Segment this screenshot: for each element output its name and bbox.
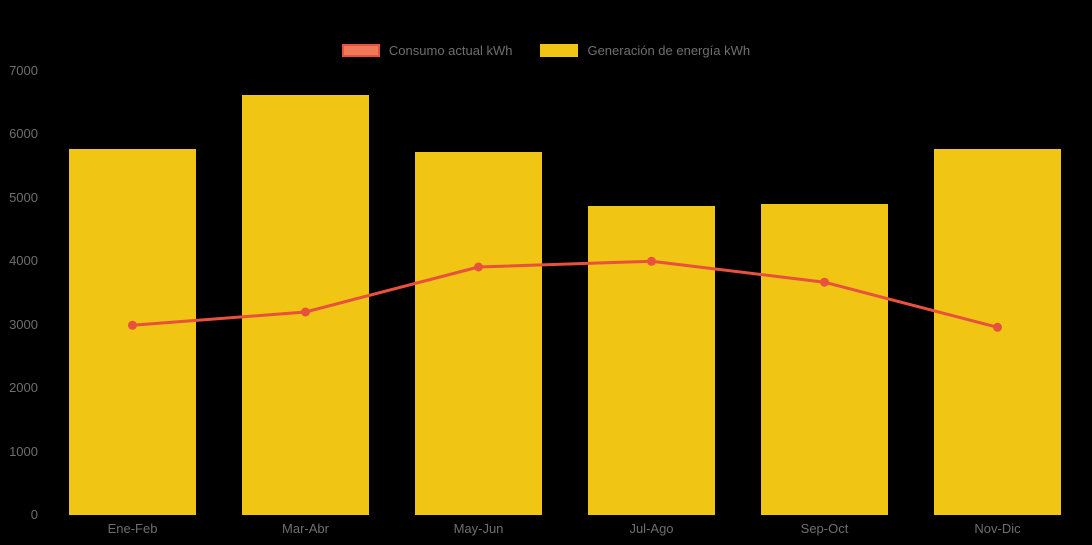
y-axis-tick-label: 1000 (9, 443, 38, 459)
bar-May-Jun (415, 152, 542, 515)
y-axis-tick-label: 7000 (9, 63, 38, 78)
legend-item-generacion[interactable]: Generación de energía kWh (540, 44, 750, 57)
y-axis-tick-label: 5000 (9, 189, 38, 205)
legend-swatch-generacion (540, 44, 579, 57)
legend: Consumo actual kWh Generación de energía… (0, 44, 1092, 57)
x-axis-category-label: May-Jun (453, 521, 504, 536)
bar-Sep-Oct (761, 204, 888, 515)
legend-swatch-consumo (341, 44, 380, 57)
y-axis-tick-label: 6000 (9, 126, 38, 142)
bar-Ene-Feb (69, 149, 196, 515)
y-axis-tick-label: 3000 (9, 316, 38, 332)
x-axis-category-label: Mar-Abr (282, 521, 329, 536)
x-axis-category-label: Ene-Feb (107, 521, 158, 536)
x-axis-category-label: Jul-Ago (629, 521, 674, 536)
bar-Nov-Dic (934, 149, 1061, 515)
x-axis-category-label: Nov-Dic (974, 521, 1021, 536)
x-axis-category-label: Sep-Oct (800, 521, 849, 536)
legend-item-consumo[interactable]: Consumo actual kWh (341, 43, 513, 58)
y-axis-tick-label: 2000 (9, 380, 38, 396)
y-axis-tick-label: 0 (30, 507, 38, 522)
legend-label-generacion: Generación de energía kWh (587, 43, 751, 58)
legend-label-consumo: Consumo actual kWh (388, 43, 513, 58)
y-axis-tick-label: 4000 (9, 253, 38, 269)
